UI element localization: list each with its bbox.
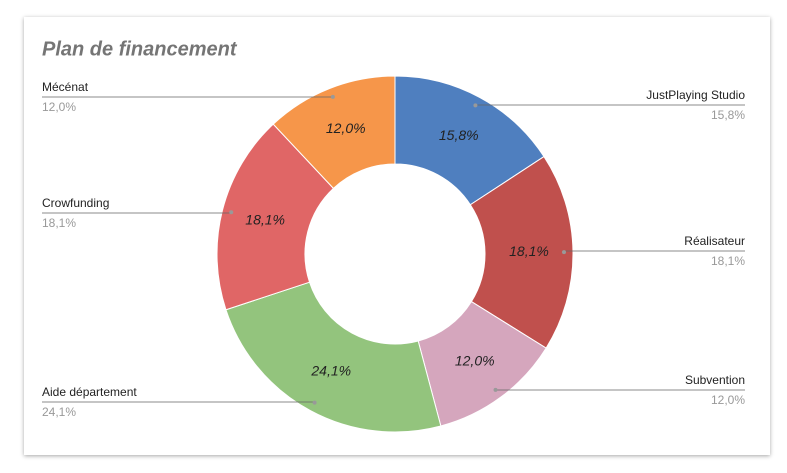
legend-value: 24,1% [42, 405, 76, 419]
legend-value: 15,8% [711, 108, 745, 122]
slice-label: 12,0% [455, 352, 495, 368]
legend-value: 12,0% [711, 393, 745, 407]
leader-line [42, 212, 232, 214]
slice-label: 24,1% [310, 363, 351, 379]
leader-dot [473, 103, 478, 108]
donut-slice [225, 281, 442, 433]
slice-label: 15,8% [439, 127, 479, 143]
leader-line [42, 401, 315, 403]
legend-value: 12,0% [42, 100, 76, 114]
leader-line [563, 250, 745, 253]
donut-slice [469, 155, 574, 349]
legend-label: Réalisateur [684, 234, 745, 248]
leader-dot [312, 400, 317, 405]
legend-label: Crowfunding [42, 196, 109, 210]
chart-title: Plan de financement [42, 38, 238, 60]
slice-label: 18,1% [245, 212, 285, 228]
leader-dot [330, 94, 335, 99]
legend-label: Subvention [685, 373, 745, 387]
donut-slice [272, 75, 396, 190]
legend-label: JustPlaying Studio [646, 88, 745, 102]
slice-label: 18,1% [509, 243, 549, 259]
legend-value: 18,1% [711, 254, 745, 268]
slice-label: 12,0% [326, 120, 366, 136]
legend-label: Aide département [42, 385, 137, 399]
leader-dot [561, 250, 566, 255]
legend-value: 18,1% [42, 216, 76, 230]
leader-dot [493, 387, 498, 392]
leader-dot [229, 210, 234, 215]
legend-label: Mécénat [42, 80, 89, 94]
donut-slice [216, 123, 335, 311]
